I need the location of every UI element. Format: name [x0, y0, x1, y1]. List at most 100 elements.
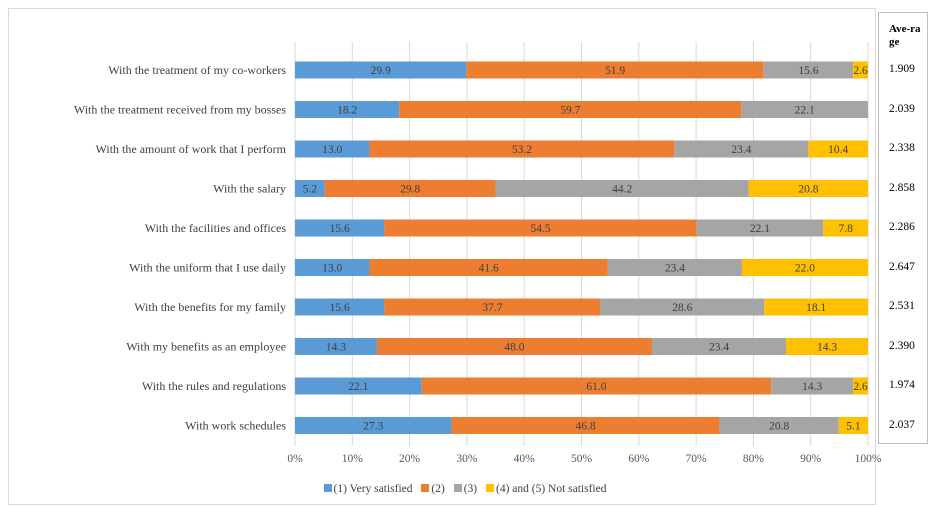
bar-segment — [295, 259, 370, 276]
bar-segment — [838, 417, 868, 434]
bar-segment — [741, 259, 868, 276]
bar-segment — [823, 219, 868, 237]
bar-segment — [741, 101, 868, 118]
category-label: With the amount of work that I perform — [96, 142, 287, 156]
data-label: 14.3 — [802, 381, 822, 393]
data-label: 14.3 — [326, 342, 346, 354]
data-label: 2.6 — [853, 65, 868, 77]
x-tick-label: 0% — [287, 453, 303, 465]
data-label: 61.0 — [586, 381, 606, 393]
bar-segment — [295, 417, 452, 434]
bar-segment — [748, 180, 868, 197]
average-value: 2.037 — [889, 418, 915, 431]
bar-segment — [376, 338, 652, 355]
data-label: 20.8 — [798, 184, 818, 196]
legend: (1) Very satisfied (2) (3) (4) and (5) N… — [0, 483, 930, 495]
data-label: 53.2 — [512, 144, 532, 156]
bar-segment — [719, 417, 839, 434]
average-value: 2.531 — [889, 300, 915, 312]
x-tick-label: 50% — [571, 453, 593, 465]
bar-segment — [399, 101, 742, 118]
bar-segment — [696, 219, 824, 237]
data-label: 54.5 — [530, 223, 550, 235]
data-label: 29.8 — [400, 184, 420, 196]
bar-segment — [853, 61, 868, 79]
x-tick-label: 70% — [686, 453, 708, 465]
data-label: 13.0 — [322, 263, 342, 275]
data-label: 48.0 — [504, 342, 524, 354]
bar-segment — [369, 140, 675, 158]
legend-label: (1) Very satisfied — [333, 483, 413, 495]
average-value: 1.909 — [889, 63, 915, 75]
x-tick-label: 80% — [743, 453, 765, 465]
data-label: 15.6 — [798, 65, 818, 77]
legend-item-3: (3) — [453, 483, 478, 495]
bar-segment — [495, 180, 749, 197]
legend-label: (3) — [463, 483, 478, 495]
average-header: Ave-rage — [889, 23, 921, 48]
category-label: With the treatment received from my boss… — [74, 103, 286, 117]
bar-segment — [451, 417, 720, 434]
legend-label: (4) and (5) Not satisfied — [495, 483, 607, 495]
legend-item-not-satisfied: (4) and (5) Not satisfied — [485, 483, 607, 495]
bar-segment — [786, 338, 868, 355]
bar-segment — [295, 338, 377, 355]
x-tick-label: 20% — [399, 453, 421, 465]
bar-segment — [295, 377, 422, 395]
data-label: 44.2 — [612, 184, 632, 196]
data-label: 59.7 — [560, 105, 580, 117]
average-value: 2.647 — [889, 260, 915, 273]
bar-segment — [651, 338, 787, 355]
average-value: 2.858 — [889, 181, 915, 194]
legend-swatch — [421, 484, 430, 492]
x-tick-label: 100% — [855, 453, 882, 465]
x-tick-label: 40% — [514, 453, 536, 465]
data-label: 18.1 — [806, 302, 826, 314]
legend-item-2: (2) — [421, 483, 445, 495]
data-label: 7.8 — [838, 223, 853, 235]
average-value: 2.039 — [889, 102, 915, 115]
bar-segment — [295, 61, 467, 79]
bar-segment — [295, 298, 385, 316]
category-labels: With the treatment of my co-workers With … — [74, 63, 287, 433]
data-label: 22.1 — [750, 223, 770, 235]
bar-segment — [607, 259, 742, 276]
legend-item-very-satisfied: (1) Very satisfied — [323, 483, 413, 495]
bar-segment — [369, 259, 608, 276]
data-label: 27.3 — [363, 421, 383, 433]
x-tick-label: 60% — [628, 453, 650, 465]
average-value: 2.338 — [889, 142, 915, 154]
bar-segment — [295, 180, 325, 197]
category-label: With the uniform that I use daily — [129, 261, 286, 275]
bar-segment — [808, 140, 868, 158]
bar-segment — [771, 377, 854, 395]
data-label: 28.6 — [672, 302, 692, 314]
bars: 29.9 51.9 15.6 2.6 18.2 59.7 22.1 13.0 53.2 23.4 1… — [295, 61, 868, 434]
data-label: 22.0 — [795, 263, 815, 275]
legend-label: (2) — [431, 483, 445, 495]
category-label: With the salary — [213, 182, 286, 196]
data-label: 23.4 — [731, 144, 751, 156]
data-label: 20.8 — [769, 421, 789, 433]
data-label: 14.3 — [817, 342, 837, 354]
data-label: 5.1 — [846, 421, 861, 433]
category-label: With my benefits as an employee — [126, 340, 286, 354]
data-label: 15.6 — [330, 223, 350, 235]
data-label: 10.4 — [828, 144, 848, 156]
data-label: 5.2 — [303, 184, 318, 196]
legend-swatch — [453, 484, 462, 492]
data-label: 51.9 — [605, 65, 625, 77]
data-label: 22.1 — [348, 381, 368, 393]
bar-segment — [764, 298, 868, 316]
data-label: 22.1 — [795, 105, 815, 117]
category-label: With the treatment of my co-workers — [108, 63, 286, 77]
bar-segment — [384, 298, 601, 316]
x-tick-label: 30% — [456, 453, 478, 465]
data-label: 2.6 — [853, 381, 868, 393]
data-label: 13.0 — [322, 144, 342, 156]
bar-segment — [853, 377, 868, 395]
category-label: With the rules and regulations — [142, 379, 286, 393]
bar-segment — [674, 140, 809, 158]
bar-segment — [466, 61, 764, 79]
